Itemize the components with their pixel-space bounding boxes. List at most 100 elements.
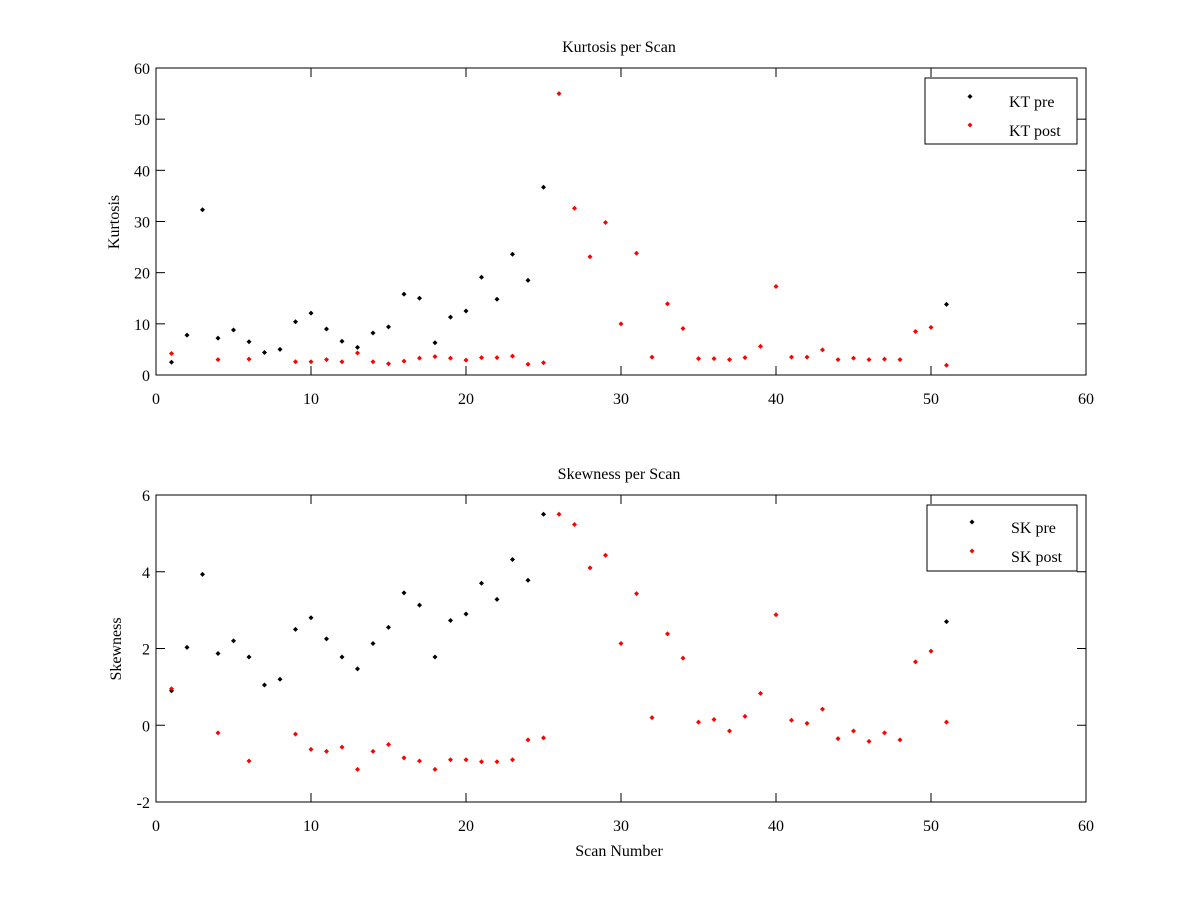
skewness-sk-pre-point	[308, 615, 314, 621]
skewness-sk-post-point	[913, 659, 918, 665]
kurtosis-kt-post-point	[587, 254, 593, 260]
skewness-sk-pre-point	[184, 644, 190, 650]
kurtosis-legend: KT pre KT post	[924, 77, 1078, 145]
kurtosis-kt-post-point	[355, 350, 360, 356]
skewness-sk-post-point	[882, 730, 887, 736]
skewness-sk-post-point	[417, 758, 422, 764]
skewness-sk-post-point	[293, 731, 298, 737]
skewness-x-tick-label: 30	[613, 818, 629, 835]
kurtosis-x-tick-label: 0	[152, 391, 160, 408]
legend-label-kt-post: KT post	[1009, 123, 1061, 140]
skewness-sk-pre-point	[432, 654, 438, 660]
kurtosis-kt-post-point	[556, 91, 562, 97]
skewness-sk-pre-point	[277, 676, 283, 682]
kurtosis-kt-pre-point	[494, 296, 500, 302]
skewness-sk-post-point	[587, 565, 593, 571]
kurtosis-y-tick-label: 10	[134, 317, 150, 334]
kurtosis-y-tick-label: 20	[134, 266, 150, 283]
skewness-sk-pre-point	[494, 596, 500, 602]
kurtosis-y-tick-label: 40	[134, 163, 150, 180]
skewness-sk-pre-point	[355, 666, 360, 672]
kurtosis-kt-pre-point	[463, 308, 469, 314]
skewness-sk-post-point	[835, 736, 841, 742]
kurtosis-kt-pre-point	[169, 359, 174, 365]
kurtosis-kt-post-point	[913, 329, 918, 335]
kurtosis-kt-post-point	[944, 362, 949, 368]
skewness-sk-post-point	[804, 720, 810, 726]
legend-label-kt-pre: KT pre	[1009, 94, 1054, 111]
kurtosis-kt-post-point	[680, 325, 686, 331]
kurtosis-x-tick-label: 40	[768, 391, 784, 408]
kurtosis-kt-pre-point	[541, 184, 546, 190]
skewness-sk-post-point	[432, 766, 438, 772]
kurtosis-kt-post-point	[835, 357, 841, 363]
kurtosis-kt-post-point	[696, 356, 701, 362]
skewness-points	[169, 511, 949, 772]
skewness-y-tick-label: 0	[142, 718, 150, 735]
kurtosis-x-tick-label: 20	[458, 391, 474, 408]
skewness-sk-pre-point	[525, 577, 531, 583]
skewness-sk-post-point	[851, 728, 856, 734]
kurtosis-kt-pre-point	[308, 310, 314, 316]
kurtosis-kt-pre-point	[184, 332, 190, 338]
kurtosis-kt-post-point	[370, 359, 376, 365]
skewness-x-axis-label: Scan Number	[575, 843, 663, 860]
kurtosis-kt-post-point	[510, 353, 515, 359]
kurtosis-kt-post-point	[882, 356, 887, 362]
kurtosis-x-tick-label: 10	[303, 391, 319, 408]
skewness-sk-post-point	[665, 631, 670, 637]
kurtosis-kt-pre-point	[200, 207, 205, 213]
kurtosis-y-tick-label: 0	[142, 368, 150, 385]
kurtosis-kt-post-point	[432, 354, 438, 360]
kurtosis-x-tick-label: 60	[1078, 391, 1094, 408]
skewness-sk-pre-point	[401, 590, 407, 596]
skewness-sk-post-point	[525, 737, 531, 743]
skewness-sk-pre-point	[293, 626, 298, 632]
skewness-sk-post-point	[355, 766, 360, 772]
kurtosis-kt-pre-point	[293, 319, 298, 325]
skewness-x-tick-label: 50	[923, 818, 939, 835]
skewness-y-tick-label: 6	[142, 488, 150, 505]
skewness-sk-post-point	[510, 757, 515, 763]
skewness-sk-post-point	[556, 511, 562, 517]
kurtosis-plot: Kurtosis per Scan 0 10 20 30 40 50 60 0 10 20 30 40…	[106, 39, 1094, 408]
kurtosis-kt-post-point	[773, 283, 779, 289]
kurtosis-kt-pre-point	[370, 330, 376, 336]
kurtosis-kt-post-point	[494, 355, 500, 361]
skewness-sk-pre-point	[339, 654, 345, 660]
skewness-sk-post-point	[928, 648, 934, 654]
kurtosis-kt-pre-point	[339, 338, 345, 344]
kurtosis-x-tick-label: 30	[613, 391, 629, 408]
kurtosis-kt-post-point	[339, 359, 345, 365]
kurtosis-kt-post-point	[618, 321, 624, 327]
kurtosis-kt-post-point	[603, 220, 608, 226]
skewness-sk-post-point	[897, 737, 903, 743]
skewness-sk-post-point	[758, 690, 763, 696]
skewness-sk-post-point	[479, 759, 484, 765]
skewness-sk-pre-point	[541, 511, 546, 517]
kurtosis-kt-post-point	[386, 361, 391, 367]
kurtosis-kt-post-point	[293, 359, 298, 365]
skewness-sk-post-point	[944, 719, 949, 725]
skewness-y-tick-label: -2	[137, 795, 150, 812]
skewness-sk-post-point	[215, 730, 221, 736]
kurtosis-kt-post-point	[804, 354, 810, 360]
legend-label-sk-pre: SK pre	[1011, 520, 1056, 537]
kurtosis-kt-post-point	[417, 355, 422, 361]
skewness-sk-pre-point	[200, 571, 205, 577]
skewness-sk-post-point	[324, 748, 329, 754]
skewness-sk-post-point	[463, 757, 469, 763]
kurtosis-kt-pre-point	[215, 335, 221, 341]
skewness-sk-post-point	[246, 758, 252, 764]
skewness-sk-pre-point	[944, 619, 949, 625]
skewness-y-tick-label: 2	[142, 642, 150, 659]
skewness-sk-post-point	[401, 755, 407, 761]
skewness-sk-post-point	[820, 706, 825, 712]
kurtosis-kt-post-point	[479, 355, 484, 361]
skewness-sk-post-point	[370, 748, 376, 754]
skewness-sk-pre-point	[246, 654, 252, 660]
